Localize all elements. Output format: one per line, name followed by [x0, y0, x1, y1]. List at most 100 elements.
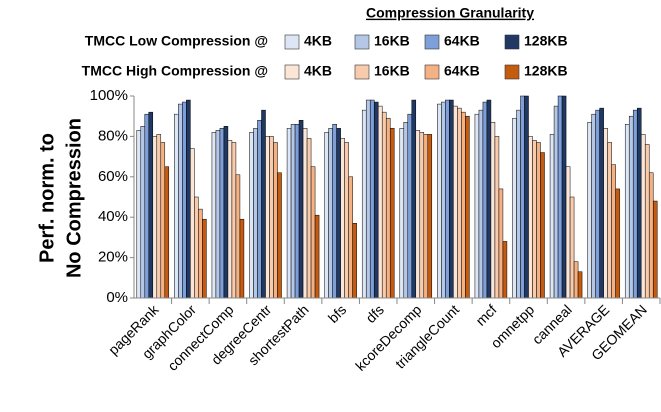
legend-label: 4KB: [304, 63, 332, 79]
bar: [310, 166, 316, 299]
bar: [239, 218, 245, 299]
legend-swatch: [504, 34, 520, 50]
bar: [569, 196, 575, 299]
bar: [437, 103, 442, 299]
legend-group: TMCC High Compression @: [82, 63, 268, 79]
bar: [361, 109, 367, 299]
bar: [516, 109, 521, 299]
y-tick-label: 80%: [98, 127, 128, 144]
bar: [277, 172, 282, 299]
bar: [344, 142, 349, 299]
bar: [352, 223, 357, 299]
bar: [540, 152, 545, 299]
bar: [427, 134, 433, 299]
bar: [557, 95, 563, 299]
bar: [156, 134, 162, 299]
legend-swatch: [504, 64, 520, 80]
y-tick-label: 20%: [98, 249, 128, 266]
bar: [561, 95, 567, 299]
bar: [478, 109, 484, 299]
bar: [265, 136, 270, 299]
bar: [652, 200, 658, 299]
legend-label: 4KB: [304, 33, 332, 49]
bar: [490, 122, 496, 299]
bar: [423, 134, 429, 299]
bar: [261, 109, 266, 299]
legend-label: 64KB: [444, 33, 480, 49]
bar: [577, 271, 583, 299]
bar: [227, 140, 233, 299]
bar: [528, 136, 533, 299]
bar: [365, 99, 371, 299]
legend-title: Compression Granularity: [366, 5, 534, 21]
x-tick-label: mcf: [472, 301, 499, 328]
bar: [148, 111, 154, 299]
bar: [611, 164, 616, 299]
bar: [591, 113, 596, 299]
bar: [411, 99, 417, 299]
bar: [441, 101, 446, 299]
bar: [599, 107, 604, 299]
bar: [348, 176, 353, 299]
bar: [373, 101, 379, 299]
bar: [457, 107, 462, 299]
bar: [294, 124, 300, 299]
bar: [461, 111, 466, 299]
bar: [636, 107, 642, 299]
bar: [419, 132, 425, 299]
bar: [190, 148, 195, 299]
bar: [249, 132, 254, 299]
bar: [486, 99, 492, 299]
bar: [565, 166, 571, 299]
bar: [211, 132, 217, 299]
y-axis-label: No Compression: [63, 118, 85, 278]
bar: [198, 208, 203, 299]
legend-swatch: [284, 34, 300, 50]
bar: [340, 138, 345, 299]
bar: [215, 130, 221, 299]
x-tick-label: dfs: [362, 301, 387, 326]
bar: [502, 241, 508, 299]
bar: [640, 134, 646, 299]
bar: [607, 142, 612, 299]
bar: [536, 142, 541, 299]
bar: [144, 113, 150, 299]
bar: [336, 128, 341, 299]
bar: [332, 124, 337, 299]
bar: [253, 128, 258, 299]
bar: [231, 142, 237, 299]
bar: [399, 128, 405, 299]
bar: [235, 174, 241, 299]
bar: [223, 126, 229, 299]
x-tick-label: bfs: [325, 301, 350, 326]
bar: [389, 128, 395, 299]
bar: [587, 122, 592, 299]
bar: [290, 124, 296, 299]
bar: [407, 113, 413, 299]
y-tick-label: 100%: [90, 87, 128, 104]
y-tick-label: 40%: [98, 208, 128, 225]
bar: [632, 109, 638, 299]
bar: [603, 128, 608, 299]
bar: [549, 134, 555, 299]
bar: [474, 113, 480, 299]
bar: [415, 130, 421, 299]
legend-swatch: [424, 64, 440, 80]
legend-swatch: [354, 64, 370, 80]
bar: [286, 128, 292, 299]
bar: [369, 99, 375, 299]
bar: [628, 115, 634, 299]
bar: [381, 111, 387, 299]
bar: [164, 166, 170, 299]
legend-group: TMCC Low Compression @: [85, 33, 268, 49]
bar: [314, 214, 320, 299]
legend-swatch: [424, 34, 440, 50]
bar: [178, 103, 183, 299]
bar: [482, 101, 488, 299]
legend-label: 64KB: [444, 63, 480, 79]
legend-label: 16KB: [374, 63, 410, 79]
bar: [302, 128, 308, 299]
bar: [174, 113, 179, 299]
bar: [377, 105, 383, 299]
bar: [624, 124, 630, 299]
